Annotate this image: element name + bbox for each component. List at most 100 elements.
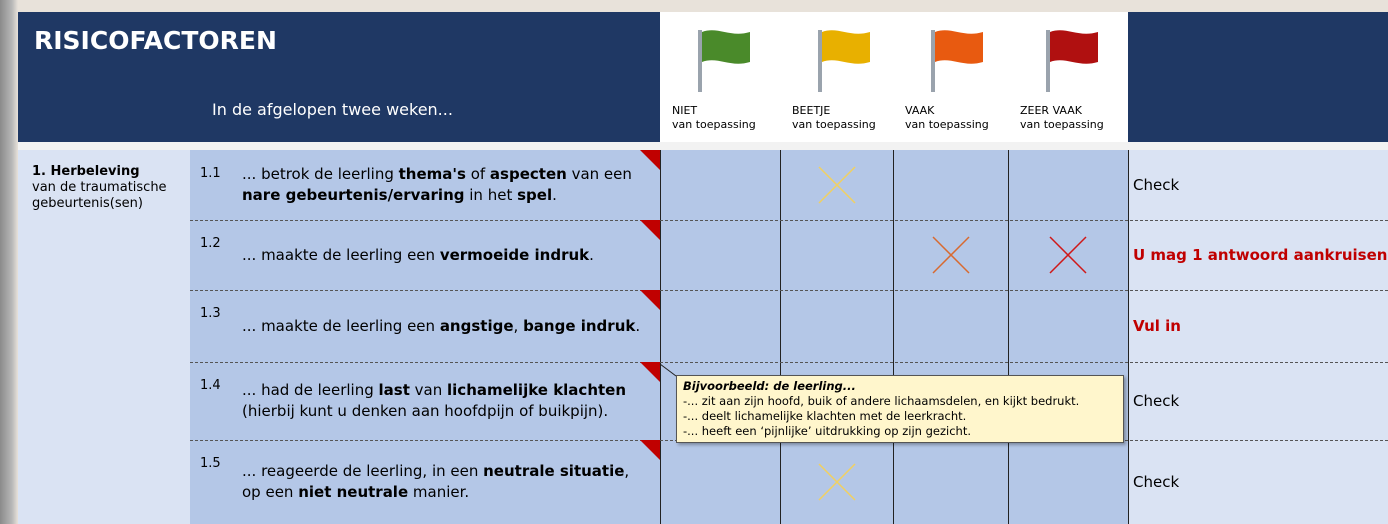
tooltip: Bijvoorbeeld: de leerling... -... zit aan… [676,375,1124,443]
tooltip-connector [659,363,677,377]
tooltip-title: Bijvoorbeeld: de leerling... [683,379,856,393]
item-text-inner: ... reageerde de leerling, in een neutra… [242,461,652,503]
status-text: Vul in [1133,317,1181,335]
text: ... maakte de leerling een [242,316,440,335]
text: . [635,316,641,335]
flag [818,30,870,92]
text: ... reageerde de leerling, in een [242,462,484,480]
column-label: ZEER VAAK [1020,104,1082,117]
text: van [409,381,448,399]
column-line [1128,150,1129,524]
bold-text: spel [517,186,553,204]
column-sublabel: van toepassing [1020,118,1104,131]
column-line [780,150,781,524]
item-number: 1.1 [200,166,221,181]
item-text: ... maakte de leerling een vermoeide ind… [242,220,652,290]
text: ... maakte de leerling een [242,245,440,264]
item-text-inner: ... betrok de leerling thema's of aspect… [242,164,652,206]
column-label: NIET [672,104,698,117]
flag-cloth [822,30,870,64]
status-text: Check [1133,473,1180,491]
bold-text: niet neutrale [298,483,409,501]
item-text: ... had de leerling last van lichamelijk… [242,362,652,440]
comment-indicator [640,290,660,310]
item-number: 1.2 [200,236,221,251]
text: ... had de leerling [242,381,379,399]
item-text-inner: ... had de leerling last van lichamelijk… [242,380,652,422]
tooltip-line: -... deelt lichamelijke klachten met de … [683,409,967,423]
text: . [589,245,594,264]
flag [698,30,750,92]
comment-indicator [640,220,660,240]
band [18,142,1388,150]
triangle [640,362,660,382]
flag-cloth [935,30,983,64]
items-cell [190,150,660,524]
comment-indicator [640,150,660,170]
item-text: ... reageerde de leerling, in een neutra… [242,440,652,524]
triangle [640,440,660,460]
column-label: BEETJE [792,104,831,117]
cross-stroke [817,166,856,204]
answers-cell [660,150,1128,524]
text: of [465,165,490,183]
bold-text: neutrale situatie [483,462,625,480]
cross [1049,236,1087,274]
tooltip-line: -... zit aan zijn hoofd, buik of andere … [683,394,1080,408]
status-text: Check [1133,392,1180,410]
comment-indicator [640,362,660,382]
flag-pole [818,30,822,92]
bold-text: last [378,381,410,399]
cross [931,236,970,274]
tooltip-line: -... heeft een ‘pijnlijke’ uitdrukking o… [683,424,971,438]
flag [931,30,983,92]
connector-line [659,363,677,377]
status-text: Check [1133,176,1180,194]
bold-text: bange indruk [523,316,636,335]
row-separator [190,290,1388,291]
subtitle: In de afgelopen twee weken... [212,100,453,119]
text: in het [464,186,518,204]
item-text-inner: ... maakte de leerling een angstige, ban… [242,316,640,337]
triangle [640,220,660,240]
triangle [640,290,660,310]
cross [817,166,856,204]
text: manier. [408,483,470,501]
flag-pole [931,30,935,92]
column-line [660,150,661,524]
header-right [1128,12,1388,142]
item-number: 1.3 [200,306,221,321]
bold-text: angstige [439,316,514,335]
column-sublabel: van toepassing [792,118,876,131]
row-separator [190,362,1388,363]
text: , [513,316,524,335]
status-text: U mag 1 antwoord aankruisen [1133,246,1388,264]
status-cell [1128,150,1388,524]
title: RISICOFACTOREN [34,26,277,55]
cross-stroke [817,463,856,501]
flag-pole [698,30,702,92]
flag-cloth [1050,30,1098,64]
bold-text: thema's [398,165,466,183]
flag-cloth [702,30,750,64]
section-subtitle: van de traumatische gebeurtenis(sen) [32,180,167,211]
item-text: ... betrok de leerling thema's of aspect… [242,150,652,220]
bold-text: aspecten [489,165,567,183]
flag [1046,30,1098,92]
cross [817,463,856,501]
cross-stroke [1049,236,1087,274]
column-sublabel: van toepassing [672,118,756,131]
text: . [552,186,557,204]
section-title: 1. Herbeleving [32,164,140,179]
flag-pole [1046,30,1050,92]
column-line [1008,150,1009,524]
text: van een [566,165,632,183]
row-separator [190,220,1388,221]
header-panel [18,12,660,142]
item-text-inner: ... maakte de leerling een vermoeide ind… [242,245,594,266]
item-number: 1.4 [200,378,221,393]
column-line [893,150,894,524]
triangle [640,150,660,170]
column-sublabel: van toepassing [905,118,989,131]
